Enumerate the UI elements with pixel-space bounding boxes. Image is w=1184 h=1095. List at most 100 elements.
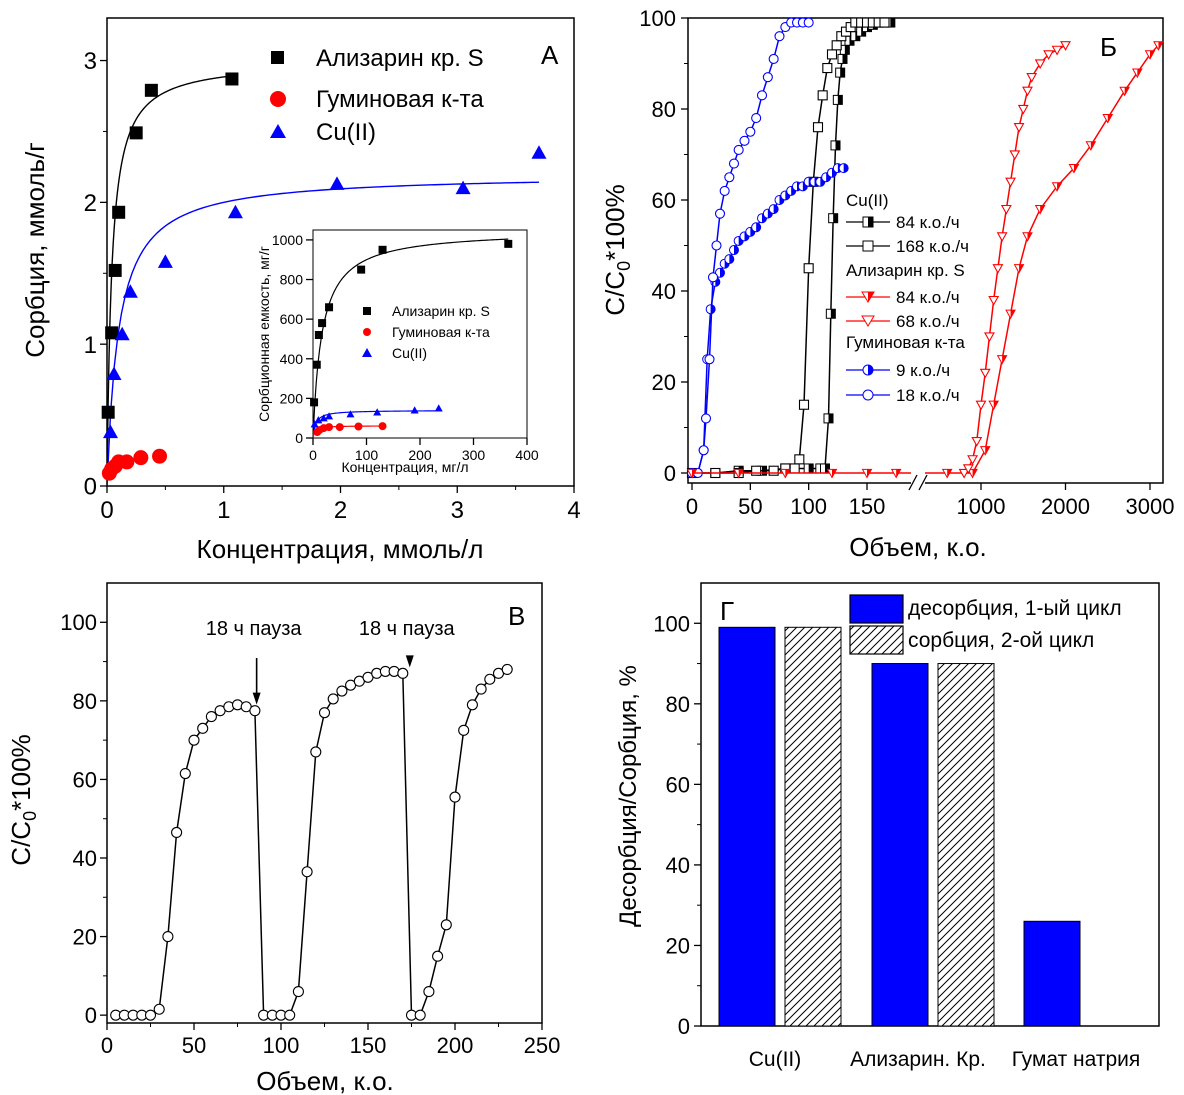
b-ytick-label-3: 60 <box>652 188 676 213</box>
b-point-s4-3 <box>826 468 838 479</box>
ai-point-s0-6 <box>378 245 387 254</box>
b-point-s3-18 <box>774 31 785 42</box>
inset-legend-cu: Cu(II) <box>392 345 427 361</box>
c-point-4 <box>144 1009 157 1021</box>
b-xtick-label-right-0: 1000 <box>957 494 1006 519</box>
legend-label-cu: Cu(II) <box>316 119 376 146</box>
a-ytick-label-3: 3 <box>84 48 97 75</box>
panel-a-legend: Ализарин кр. S Гуминовая к-та Cu(II) <box>270 45 484 146</box>
c-point-24 <box>318 707 331 719</box>
ai-xtick-label-4: 400 <box>515 447 539 463</box>
inset-legend-marker-alizarin <box>363 307 371 315</box>
b-xtick-label-left-1: 50 <box>738 494 762 519</box>
d-ytick-label-4: 80 <box>666 692 690 717</box>
b-point-s4-17-fill <box>1090 141 1096 150</box>
b-point-s2-16-fill <box>773 204 779 214</box>
c-point-16 <box>249 705 261 717</box>
ai-ytick-label-4: 800 <box>280 272 304 288</box>
a-point-s2-5 <box>227 204 243 219</box>
c-ytick-label-4: 80 <box>73 689 97 714</box>
b-series-line-0 <box>692 21 891 474</box>
b-point-s4-21-fill <box>1150 50 1155 59</box>
d-category-label-2: Гумат натрия <box>1012 1048 1141 1071</box>
b-point-s4-22 <box>1153 41 1164 51</box>
ai-xtick-label-1: 100 <box>355 447 379 463</box>
b-point-s4-20 <box>1131 68 1143 79</box>
b-point-s0-15-fill <box>844 45 850 55</box>
ai-ytick-label-5: 1000 <box>272 232 303 248</box>
c-xtick-label-2: 100 <box>263 1033 300 1058</box>
b-point-s4-11-fill <box>1010 310 1016 319</box>
b-point-s0-14 <box>837 53 848 64</box>
ai-point-s2-5 <box>373 408 382 416</box>
d-category-label-1: Ализарин. Кр. <box>850 1048 986 1071</box>
b-point-s5-0 <box>958 468 970 479</box>
ai-point-s0-4 <box>325 303 334 312</box>
d-ytick-label-5: 100 <box>653 611 690 636</box>
c-point-21 <box>292 986 304 998</box>
b-point-s0-12 <box>832 94 843 105</box>
b-point-s3-15 <box>756 90 768 101</box>
b-point-s1-3 <box>751 465 762 476</box>
a-point-s2-0 <box>103 424 119 439</box>
b-point-s1-24 <box>879 17 890 28</box>
legend-label-humic-18: 18 к.о./ч <box>896 386 960 405</box>
b-point-s4-19 <box>1119 86 1130 97</box>
b-point-s3-14 <box>751 113 762 124</box>
b-point-s2-13-fill <box>756 222 761 232</box>
c-point-6 <box>162 931 174 943</box>
c-annotation-text-1: 18 ч пауза <box>359 618 456 640</box>
c-point-41 <box>466 699 478 711</box>
b-point-s4-17 <box>1085 141 1097 151</box>
b-point-s4-5 <box>890 468 902 479</box>
c-ytick-label-5: 100 <box>60 610 97 635</box>
c-point-38 <box>440 919 452 931</box>
a-point-s1-6 <box>152 448 168 464</box>
panel-a-xlabel: Концентрация, ммоль/л <box>197 534 484 564</box>
ai-ytick-label-2: 400 <box>280 351 304 367</box>
d-bar-s1-c1 <box>937 663 995 1027</box>
b-point-s3-17 <box>768 53 779 65</box>
a-point-s2-7 <box>455 180 471 195</box>
b-point-s5-10 <box>1000 204 1012 215</box>
b-point-s3-2 <box>698 445 709 456</box>
ai-fit-curve-0 <box>313 238 509 438</box>
b-point-s4-8-fill <box>985 446 990 455</box>
b-point-s3-10 <box>728 158 740 169</box>
b-xtick-label-left-2: 100 <box>790 494 827 519</box>
b-point-s4-6-fill <box>947 469 952 478</box>
b-xtick-label-left-3: 150 <box>849 494 886 519</box>
b-point-s4-22-fill <box>1158 41 1163 50</box>
b-point-s0-23-fill <box>890 18 895 28</box>
b-point-s4-21 <box>1144 50 1156 60</box>
panel-c-frame <box>106 582 543 1024</box>
b-point-s2-13 <box>751 222 762 233</box>
b-point-s4-18-fill <box>1107 114 1113 123</box>
inset-frame <box>312 229 528 439</box>
b-point-s0-13 <box>835 67 846 78</box>
ai-ytick-label-3: 600 <box>280 311 304 327</box>
c-point-35 <box>414 1009 426 1021</box>
d-bar-s0-c1 <box>871 663 929 1027</box>
b-point-s5-5 <box>979 368 991 379</box>
a-point-s1-4 <box>119 454 135 470</box>
b-point-s5-18 <box>1043 50 1055 61</box>
a-fit-curve-0 <box>107 75 233 486</box>
c-point-26 <box>336 685 348 697</box>
legend-swatch-desorption <box>849 594 904 624</box>
c-xtick-label-5: 250 <box>524 1033 561 1058</box>
b-point-s4-16-fill <box>1073 164 1079 173</box>
legend-label-sorption: сорбция, 2-ой цикл <box>908 629 1094 652</box>
inset-legend-marker-cu <box>362 348 372 357</box>
b-point-s2-6 <box>715 267 725 278</box>
ai-point-s2-4 <box>346 410 355 418</box>
ai-point-s2-2 <box>319 414 328 422</box>
b-point-s5-16 <box>1026 73 1038 83</box>
b-point-s4-11 <box>1005 309 1016 320</box>
b-point-s4-16 <box>1068 164 1080 174</box>
legend-label-humic-9: 9 к.о./ч <box>896 361 950 380</box>
panel-b-letter: Б <box>1100 32 1117 62</box>
inset-legend-humic: Гуминовая к-та <box>392 324 490 340</box>
b-point-s2-16 <box>768 204 779 215</box>
